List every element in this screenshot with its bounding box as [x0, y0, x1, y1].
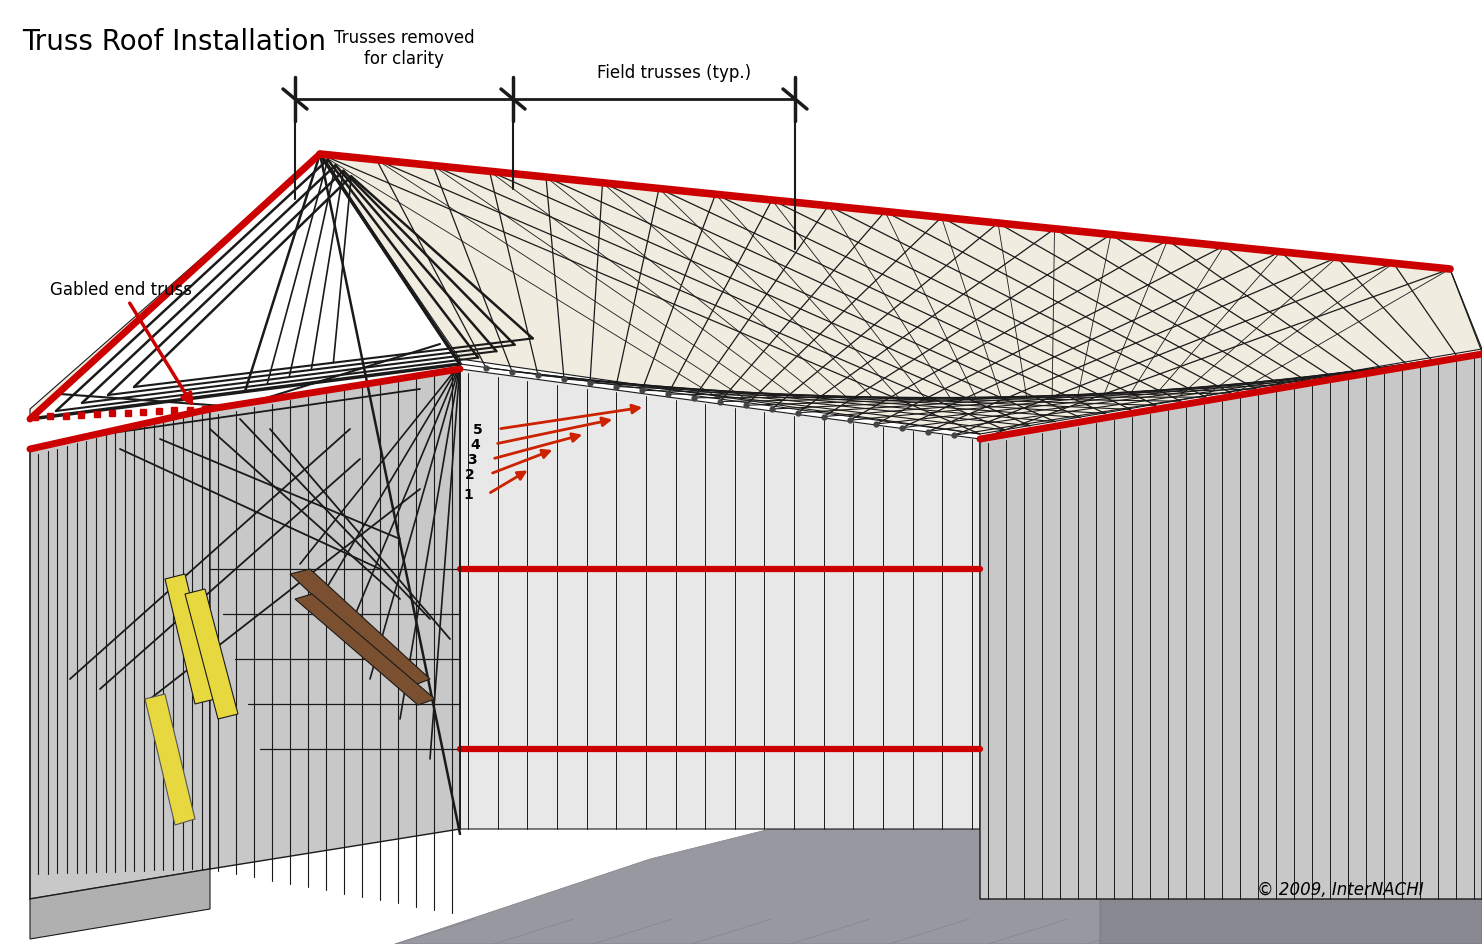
Text: 4: 4 [470, 437, 480, 451]
Text: Gabled end truss: Gabled end truss [50, 280, 193, 404]
Polygon shape [185, 589, 239, 719]
Text: 2: 2 [465, 467, 474, 481]
Text: Field trusses (typ.): Field trusses (typ.) [597, 64, 751, 82]
Text: Truss Roof Installation: Truss Roof Installation [22, 28, 326, 56]
Polygon shape [320, 155, 1482, 434]
Polygon shape [165, 574, 215, 704]
Text: 5: 5 [473, 423, 483, 436]
Polygon shape [145, 694, 196, 825]
Polygon shape [30, 410, 210, 899]
Polygon shape [1100, 800, 1482, 944]
Text: Trusses removed
for clarity: Trusses removed for clarity [333, 29, 474, 68]
Polygon shape [320, 155, 459, 364]
Polygon shape [30, 869, 210, 939]
Polygon shape [459, 370, 980, 829]
Text: 1: 1 [462, 487, 473, 501]
Polygon shape [295, 595, 436, 705]
Polygon shape [210, 370, 459, 869]
Polygon shape [396, 719, 1482, 944]
Polygon shape [980, 355, 1482, 899]
Text: 3: 3 [467, 452, 477, 466]
Polygon shape [290, 569, 430, 687]
Text: © 2009, InterNACHI: © 2009, InterNACHI [1257, 880, 1423, 898]
Polygon shape [30, 155, 320, 419]
